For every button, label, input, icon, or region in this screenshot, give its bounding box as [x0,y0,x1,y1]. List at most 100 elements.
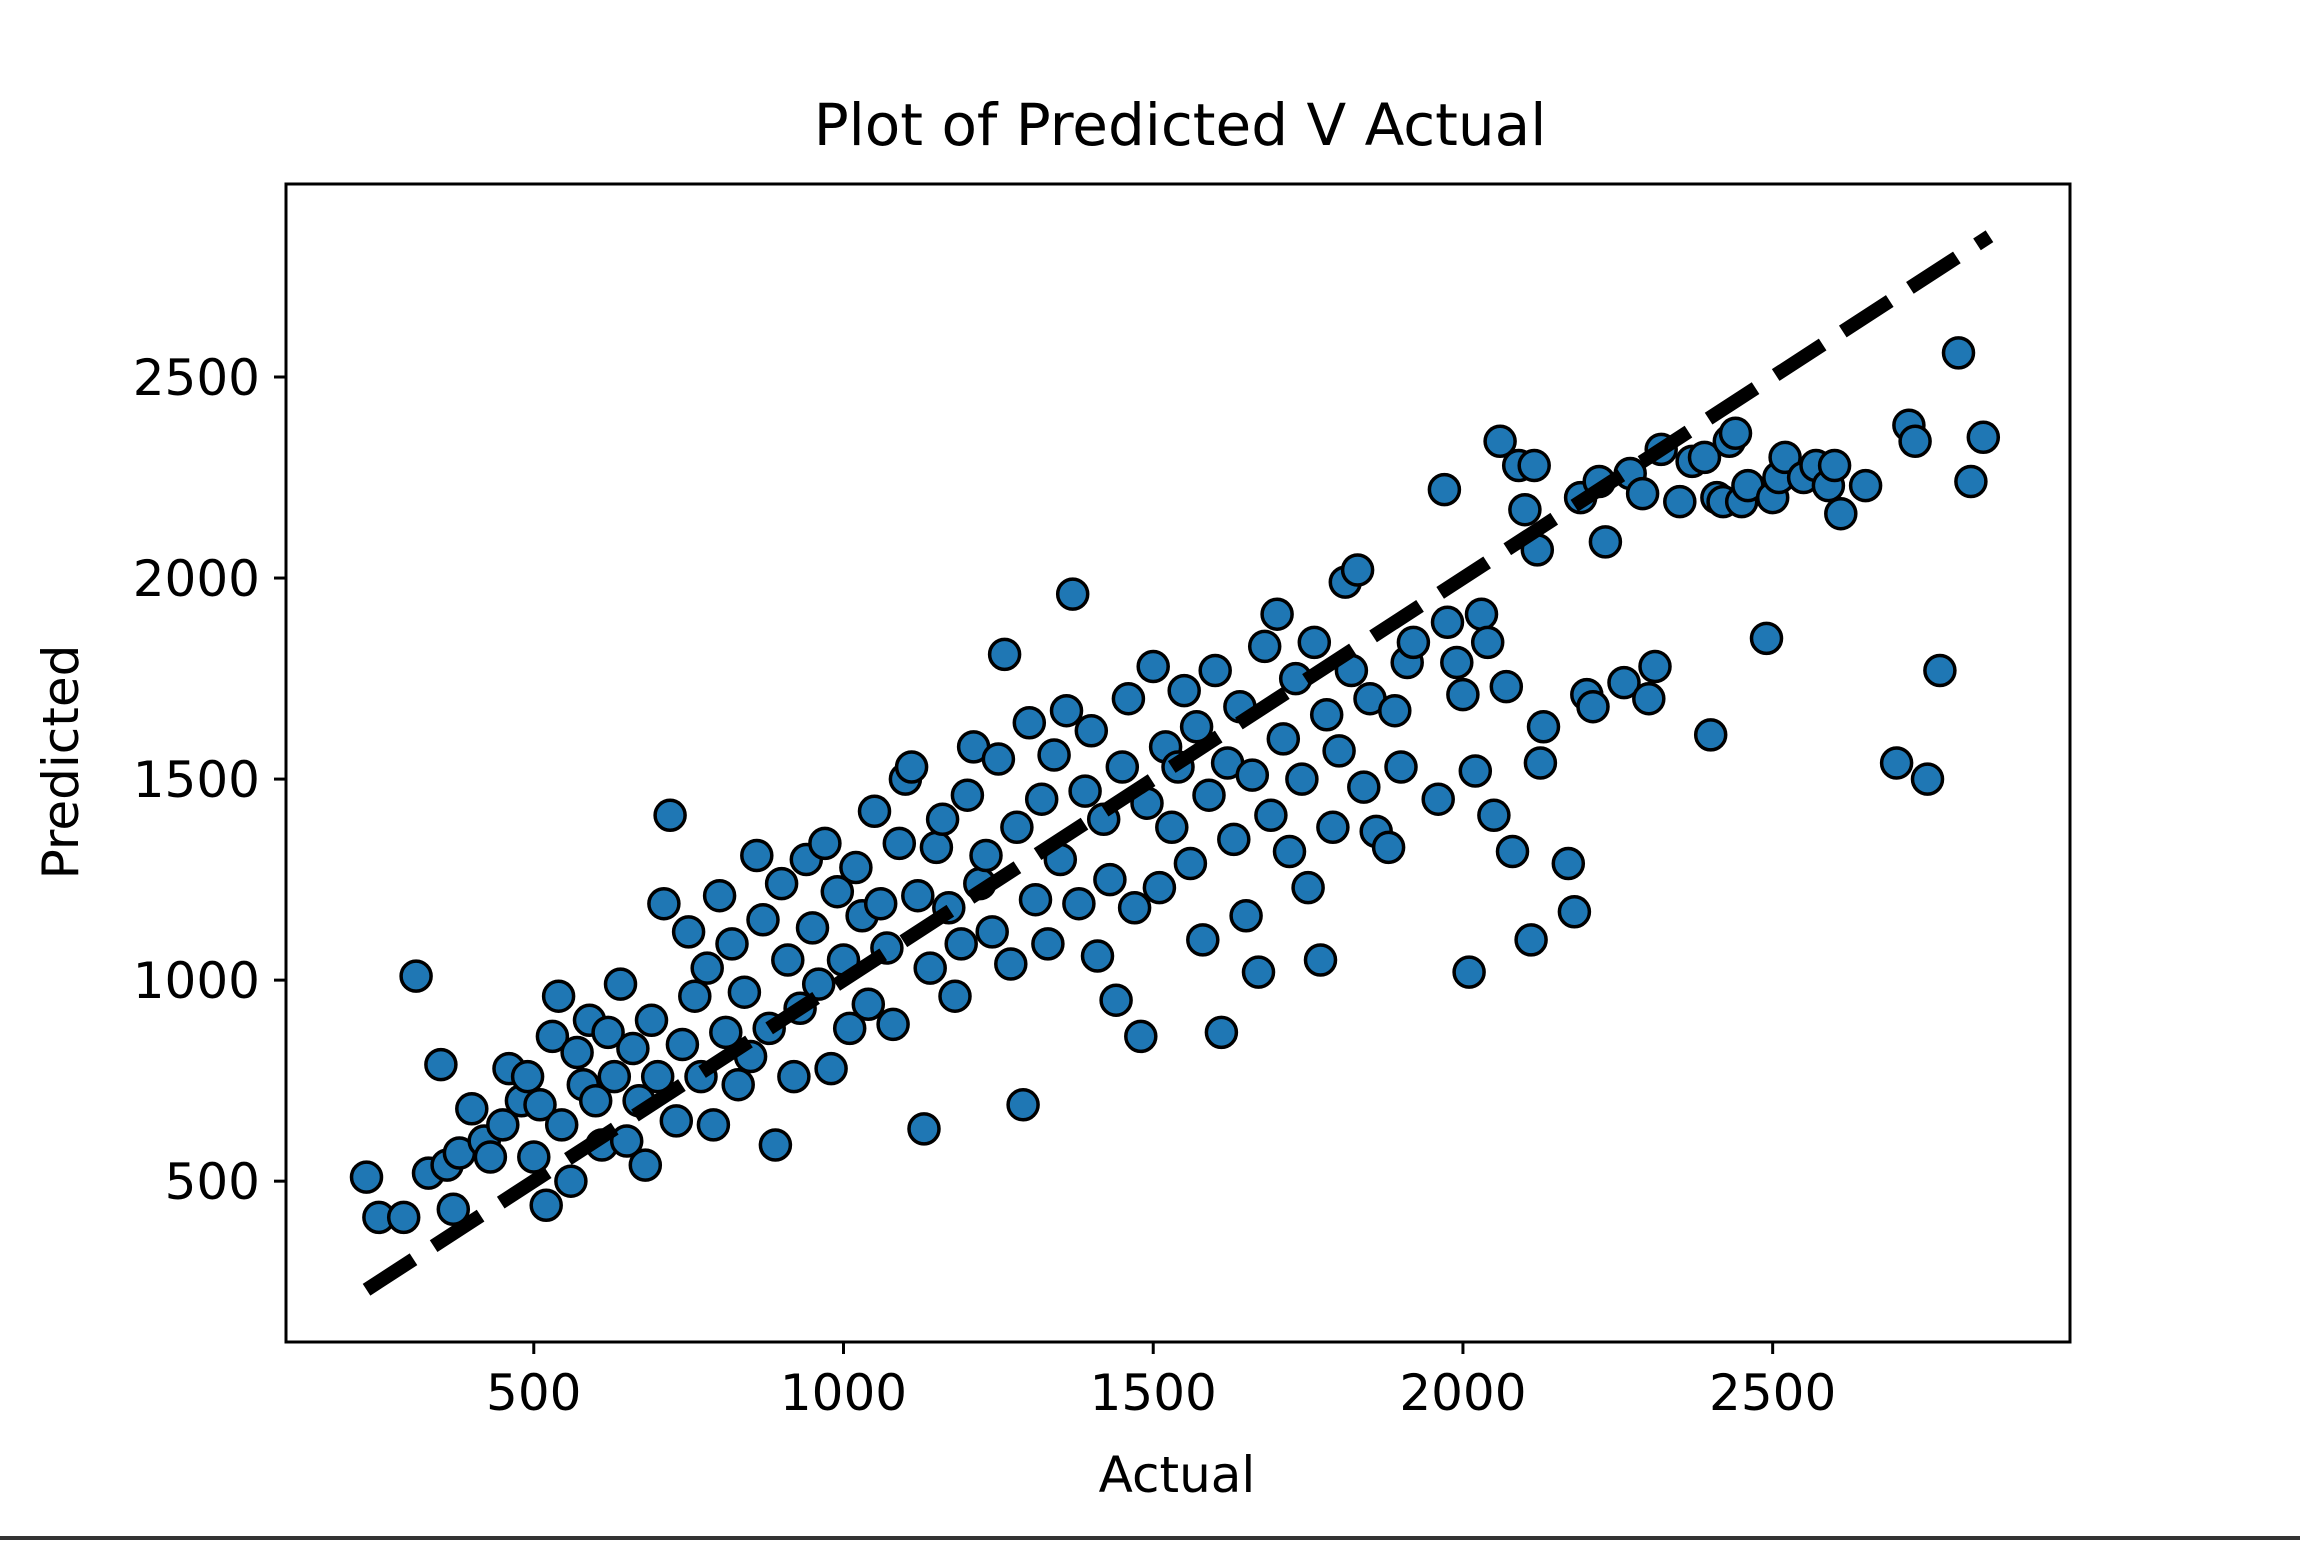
scatter-point [1037,738,1071,772]
scatter-point [863,886,898,921]
scatter-point [1309,698,1344,732]
scatter-point [1396,625,1431,660]
scatter-point [1285,762,1319,796]
scatter-point [894,750,929,784]
scatter-point [1031,927,1065,961]
scatter-point [1557,895,1592,929]
scatter-point [1638,649,1672,684]
bottom-border [0,1536,2300,1540]
scatter-point [820,874,855,909]
scatter-point [715,927,749,961]
x-axis-label: Actual [1099,1446,1256,1504]
scatter-point [1062,886,1096,921]
scatter-point [591,1015,625,1050]
scatter-point [1247,629,1282,664]
scatter-point [1898,424,1932,459]
scatter-point [1049,693,1084,728]
scatter-point [541,979,576,1013]
scatter-point [1198,653,1232,688]
scatter-point [1427,472,1462,507]
scatter-point [771,943,805,977]
scatter-point [1464,597,1499,631]
scatter-point [907,1112,941,1146]
scatter-point [1430,605,1465,640]
scatter-point [851,987,886,1022]
scatter-point [969,838,1003,873]
scatter-point [1607,665,1641,700]
scatter-point [578,1084,613,1118]
scatter-point [1625,476,1660,511]
scatter-point [1012,706,1047,740]
scatter-point [1495,834,1530,869]
scatter-point [1093,862,1127,897]
scatter-point [640,1059,675,1094]
scatter-point [975,915,1009,949]
scatter-point [1452,955,1486,989]
scatter-point [981,742,1016,776]
scatter-point [609,1124,644,1158]
scatter-point [678,979,712,1013]
scatter-point [882,826,917,861]
scatter-point [510,1059,545,1094]
scatter-point [1340,553,1375,587]
scatter-point [944,927,978,961]
scatter-point [801,967,836,1001]
scatter-point [1941,336,1976,370]
scatter-point [690,951,724,985]
scatter-point [1117,891,1152,925]
scatter-point [1687,440,1722,475]
scatter-point [1483,424,1517,459]
scatter-point [1517,448,1551,483]
scatter-point [1954,464,1988,499]
reference-line-layer [362,230,1994,1296]
scatter-point [529,1188,563,1223]
scatter-point [1024,782,1059,816]
scatter-point [535,1019,570,1054]
scatter-point [1074,714,1109,748]
scatter-point [1099,983,1133,1017]
scatter-point [740,838,774,873]
scatter-point [399,959,433,993]
y-tick-label: 1500 [133,751,260,809]
scatter-point [1254,798,1288,833]
scatter-point [554,1164,588,1198]
scatter-point [665,1027,700,1062]
scatter-point [987,637,1022,672]
scatter-point [994,947,1028,981]
plot-frame [284,182,2072,1344]
scatter-point [455,1092,489,1126]
scatter-point [709,1015,743,1050]
scatter-point [1291,870,1325,905]
scatter-point [1848,468,1883,503]
scatter-point [671,915,706,949]
scatter-point [919,830,954,865]
scatter-point [1272,834,1307,869]
scatter-point [1173,846,1208,881]
scatter-point [857,794,892,829]
y-tick-label: 1000 [133,952,260,1010]
scatter-point [603,967,638,1001]
identity-reference-line [362,230,1994,1296]
scatter-point [424,1047,458,1082]
scatter-point [628,1148,663,1182]
x-tick-label: 500 [486,1364,581,1422]
scatter-point [1217,822,1251,857]
scatter-point [473,1140,508,1174]
x-tick-label: 2500 [1709,1364,1836,1422]
scatter-point [832,1011,867,1046]
scatter-point [1241,955,1276,989]
scatter-point [1966,420,2001,455]
scatter-point [1879,746,1914,780]
axes-layer: 500 1000 1500 2000 2500 500 1000 1500 2000 2500 [133,182,2072,1422]
scatter-point [1260,597,1294,631]
scatter-point [1266,722,1301,756]
scatter-point [1347,770,1381,804]
scatter-point [839,850,873,885]
scatter-point [1068,774,1102,808]
scatter-point [1514,923,1548,957]
scatter-point [386,1200,421,1235]
scatter-point [1526,710,1561,744]
scatter-point [1186,923,1220,957]
